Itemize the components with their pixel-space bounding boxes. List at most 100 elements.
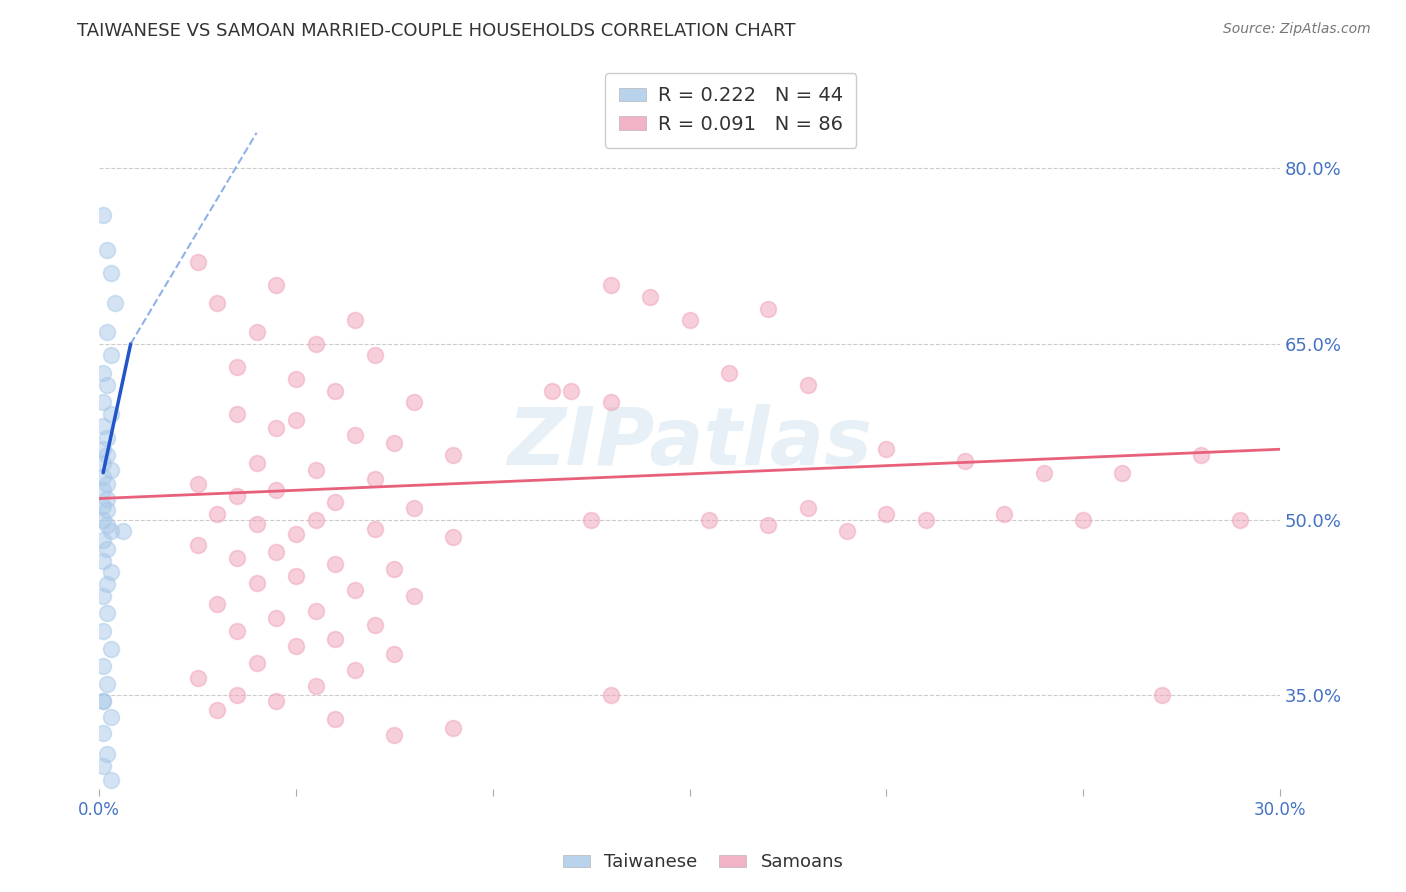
Point (285, 526, 308, 541)
Point (91, 694, 114, 708)
Point (100, 524, 122, 539)
Point (402, 589, 425, 603)
Point (207, 295, 229, 310)
Point (305, 679, 328, 693)
Point (796, 377, 818, 392)
Point (96, 448, 118, 462)
Point (599, 395, 621, 409)
Point (382, 648, 405, 662)
Point (343, 428, 366, 442)
Point (1189, 448, 1212, 462)
Point (96, 518, 118, 533)
Point (305, 463, 328, 477)
Point (100, 267, 122, 281)
Point (96, 503, 118, 517)
Point (91, 456, 114, 470)
Point (226, 489, 249, 503)
Point (104, 295, 127, 310)
Point (96, 477, 118, 491)
Point (207, 597, 229, 611)
Point (226, 624, 249, 638)
Point (266, 483, 288, 498)
Point (285, 413, 308, 427)
Point (96, 607, 118, 621)
Point (343, 313, 366, 327)
Point (382, 436, 405, 450)
Point (579, 513, 602, 527)
Point (363, 349, 385, 363)
Point (363, 522, 385, 536)
Point (717, 366, 740, 380)
Point (226, 689, 249, 703)
Point (91, 395, 114, 409)
Point (875, 442, 897, 457)
Point (96, 243, 118, 257)
Point (91, 533, 114, 547)
Point (91, 659, 114, 673)
Point (266, 278, 288, 293)
Point (305, 336, 328, 351)
Point (323, 632, 346, 647)
Text: TAIWANESE VS SAMOAN MARRIED-COUPLE HOUSEHOLDS CORRELATION CHART: TAIWANESE VS SAMOAN MARRIED-COUPLE HOUSE… (77, 22, 796, 40)
Point (91, 513, 114, 527)
Point (91, 418, 114, 433)
Point (207, 507, 229, 521)
Point (441, 448, 464, 462)
Point (382, 728, 405, 742)
Point (96, 377, 118, 392)
Point (599, 278, 621, 293)
Point (100, 641, 122, 656)
Point (266, 421, 288, 435)
Point (100, 772, 122, 787)
Point (246, 517, 269, 532)
Point (1032, 466, 1054, 480)
Text: Source: ZipAtlas.com: Source: ZipAtlas.com (1223, 22, 1371, 37)
Point (187, 254, 209, 268)
Point (246, 656, 269, 670)
Text: ZIPatlas: ZIPatlas (508, 404, 872, 483)
Point (266, 611, 288, 625)
Point (187, 671, 209, 685)
Point (96, 577, 118, 591)
Point (540, 384, 562, 398)
Point (96, 325, 118, 339)
Point (91, 624, 114, 638)
Point (100, 349, 122, 363)
Point (96, 747, 118, 761)
Point (100, 566, 122, 580)
Point (266, 545, 288, 559)
Point (363, 618, 385, 632)
Point (100, 709, 122, 723)
Point (91, 554, 114, 568)
Point (323, 712, 346, 726)
Legend: R = 0.222   N = 44, R = 0.091   N = 86: R = 0.222 N = 44, R = 0.091 N = 86 (605, 73, 856, 148)
Point (441, 721, 464, 735)
Point (91, 589, 114, 603)
Point (323, 495, 346, 509)
Point (91, 442, 114, 457)
Point (343, 663, 366, 677)
Point (266, 694, 288, 708)
Point (91, 694, 114, 708)
Point (323, 384, 346, 398)
Point (560, 384, 582, 398)
Point (323, 557, 346, 571)
Point (697, 513, 720, 527)
Point (246, 456, 269, 470)
Point (285, 372, 308, 386)
Point (91, 758, 114, 772)
Point (96, 491, 118, 506)
Point (111, 524, 134, 539)
Point (91, 483, 114, 498)
Point (100, 407, 122, 421)
Point (835, 524, 858, 539)
Point (914, 513, 936, 527)
Point (343, 582, 366, 597)
Point (285, 569, 308, 583)
Point (756, 301, 779, 316)
Point (187, 477, 209, 491)
Point (363, 472, 385, 486)
Point (96, 431, 118, 445)
Point (875, 507, 897, 521)
Point (91, 366, 114, 380)
